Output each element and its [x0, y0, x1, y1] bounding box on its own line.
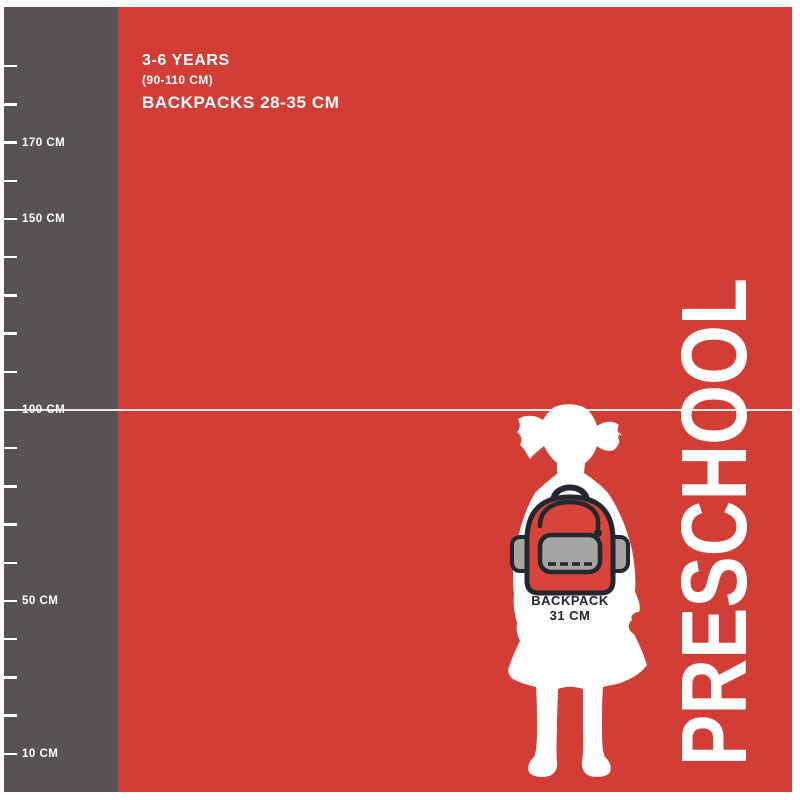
ruler-tick-120 — [0, 332, 17, 335]
ruler-tick-170 — [0, 141, 17, 144]
height-line-100cm — [0, 409, 792, 411]
ruler-tick-40 — [0, 637, 17, 641]
ruler-bar — [4, 7, 118, 792]
backpack-front-pocket — [537, 532, 603, 575]
ruler-label-100: 100 CM — [22, 404, 66, 416]
ruler-tick-70 — [0, 523, 17, 526]
ruler-tick-50 — [0, 599, 17, 603]
ruler-tick-110 — [0, 370, 17, 374]
height-range-text: (90-110 CM) — [142, 73, 214, 87]
header-block: 3-6 YEARS (90-110 CM) BACKPACKS 28-35 CM — [142, 52, 340, 113]
ruler-label-170: 170 CM — [22, 136, 66, 149]
ruler-tick-190 — [0, 64, 17, 68]
ruler-tick-80 — [0, 485, 17, 488]
backpack-icon — [510, 484, 630, 596]
backpack-size-text: BACKPACKS 28-35 CM — [142, 93, 340, 112]
ruler-label-10: 10 CM — [22, 747, 59, 760]
ruler-tick-100 — [0, 408, 17, 412]
ruler-tick-10 — [0, 752, 17, 756]
ruler-label-50: 50 CM — [22, 595, 59, 607]
ruler-tick-20 — [0, 714, 17, 717]
ruler-tick-60 — [0, 561, 17, 565]
backpack-seam — [537, 499, 601, 531]
ruler-tick-130 — [0, 294, 17, 297]
ruler-tick-180 — [0, 103, 17, 106]
age-range-text: 3-6 YEARS — [142, 52, 230, 69]
background-panel — [118, 7, 792, 792]
ruler-ticks: 170 CM 150 CM 100 CM 50 CM 10 CM — [0, 0, 130, 800]
backpack-label-line1: BACKPACK — [531, 593, 609, 608]
category-label: PRESCHOOL — [662, 278, 766, 766]
ruler-label-150: 150 CM — [22, 213, 66, 225]
ruler-tick-150 — [0, 217, 17, 221]
ruler-tick-90 — [0, 446, 17, 450]
ruler-tick-30 — [0, 676, 17, 679]
ruler-tick-160 — [0, 179, 17, 183]
backpack-label-line2: 31 CM — [550, 608, 591, 623]
ruler-tick-140 — [0, 255, 17, 259]
